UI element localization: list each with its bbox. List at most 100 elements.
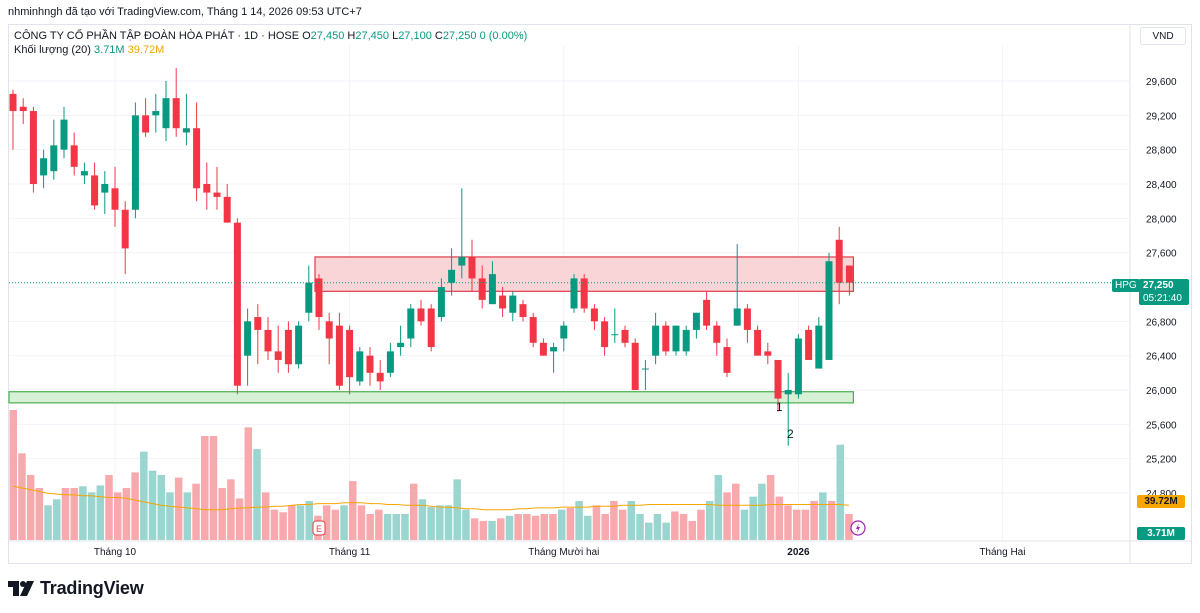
volume-bar: [427, 507, 435, 540]
support-zone: [8, 391, 855, 404]
candle-body: [733, 308, 741, 326]
candle-body: [254, 317, 262, 330]
candle-body: [794, 338, 802, 395]
volume-row: Khối lượng (20) 3.71M 39.72M: [14, 43, 527, 57]
candle-body: [356, 351, 364, 382]
volume-bar: [714, 475, 723, 540]
volume-tag: 3.71M: [1137, 527, 1185, 540]
candle-body: [835, 239, 843, 283]
candle-body: [825, 261, 833, 360]
candle-body: [80, 171, 88, 176]
earnings-marker-letter: E: [316, 524, 322, 534]
candle-body: [417, 308, 425, 322]
volume-bar: [592, 505, 601, 540]
volume-bar: [140, 451, 148, 540]
candle-body: [499, 295, 507, 309]
y-tick-label: 25,600: [1146, 420, 1177, 431]
volume-bar: [705, 501, 714, 540]
volume-bar: [227, 479, 235, 540]
symbol-description: CÔNG TY CỔ PHẦN TẬP ĐOÀN HÒA PHÁT · 1D ·…: [14, 30, 300, 42]
volume-bar: [436, 505, 444, 540]
volume-bar: [183, 492, 192, 540]
volume-bar: [766, 475, 775, 540]
y-tick-label: 25,200: [1146, 455, 1177, 466]
chart-legend: CÔNG TY CỔ PHẦN TẬP ĐOÀN HÒA PHÁT · 1D ·…: [14, 29, 527, 57]
tradingview-wordmark: TradingView: [40, 578, 144, 598]
volume-bar: [288, 505, 296, 540]
candle-body: [631, 342, 639, 390]
candle-body: [244, 321, 252, 356]
volume-bar: [575, 501, 583, 540]
volume-bar: [44, 505, 52, 540]
volume-bar: [357, 505, 366, 540]
candle-body: [621, 329, 629, 343]
candle-body: [682, 329, 690, 352]
candle-body: [142, 115, 150, 133]
x-tick-label: Tháng 11: [329, 547, 371, 558]
volume-bar: [218, 488, 226, 540]
volume-bar: [810, 501, 818, 540]
volume-label: Khối lượng (20): [14, 44, 91, 56]
volume-bar: [540, 514, 549, 540]
price-tag-value: 27,250 05:21:40: [1139, 279, 1189, 305]
volume-bar: [610, 501, 618, 540]
annotation-label-2: 2: [787, 427, 794, 441]
volume-bar: [549, 514, 557, 540]
candle-body: [570, 278, 578, 309]
volume-bar: [96, 485, 105, 540]
price-tag-symbol: HPG: [1112, 279, 1140, 292]
volume-bar: [688, 520, 697, 540]
earnings-marker: [312, 520, 326, 536]
candle-body: [325, 321, 333, 339]
price-tag-countdown: 05:21:40: [1143, 293, 1182, 304]
candle-body: [101, 184, 109, 193]
volume-bar: [131, 472, 139, 540]
candle-body: [713, 325, 721, 343]
y-tick-label: 24,800: [1146, 489, 1177, 500]
x-tick-label: 2026: [787, 547, 810, 558]
currency-selector[interactable]: VND: [1140, 27, 1186, 45]
y-tick-label: 28,800: [1146, 146, 1177, 157]
y-tick-label: 26,400: [1146, 352, 1177, 363]
x-tick-label: Tháng Hai: [979, 547, 1025, 558]
open-value: 27,450: [310, 30, 345, 42]
volume-bar: [392, 514, 401, 540]
candle-body: [590, 308, 598, 322]
volume-bar: [305, 501, 313, 540]
volume-bar: [697, 509, 705, 540]
candle-body: [437, 287, 445, 318]
tradingview-logo[interactable]: TradingView: [8, 578, 144, 599]
volume-bar: [496, 518, 505, 540]
volume-bar: [340, 505, 348, 540]
candle-body: [397, 342, 405, 348]
y-tick-label: 29,600: [1146, 77, 1177, 88]
candle-body: [427, 308, 435, 348]
volume-bar: [174, 477, 183, 540]
price-tag-price: 27,250: [1143, 280, 1174, 291]
volume-bar: [18, 453, 26, 540]
volume-bar: [279, 512, 287, 540]
volume-bar: [479, 520, 488, 540]
volume-bar: [784, 505, 792, 540]
candle-body: [743, 308, 751, 330]
volume-bar: [488, 520, 496, 540]
volume-bar: [505, 515, 514, 540]
candle-body: [60, 119, 68, 150]
candle-body: [91, 175, 99, 206]
candle-body: [723, 347, 731, 373]
candle-body: [672, 325, 680, 352]
volume-bar: [87, 492, 96, 540]
candle-body: [121, 209, 129, 249]
candle-body: [703, 299, 711, 326]
candle-body: [182, 128, 190, 133]
candle-body: [203, 184, 211, 193]
volume-bar: [636, 514, 644, 540]
candle-body: [845, 265, 853, 283]
volume-bar: [401, 514, 409, 540]
candle-body: [213, 192, 221, 197]
candle-body: [19, 106, 27, 112]
candle-body: [641, 368, 649, 370]
volume-bar: [209, 436, 218, 540]
candle-body: [386, 351, 394, 373]
